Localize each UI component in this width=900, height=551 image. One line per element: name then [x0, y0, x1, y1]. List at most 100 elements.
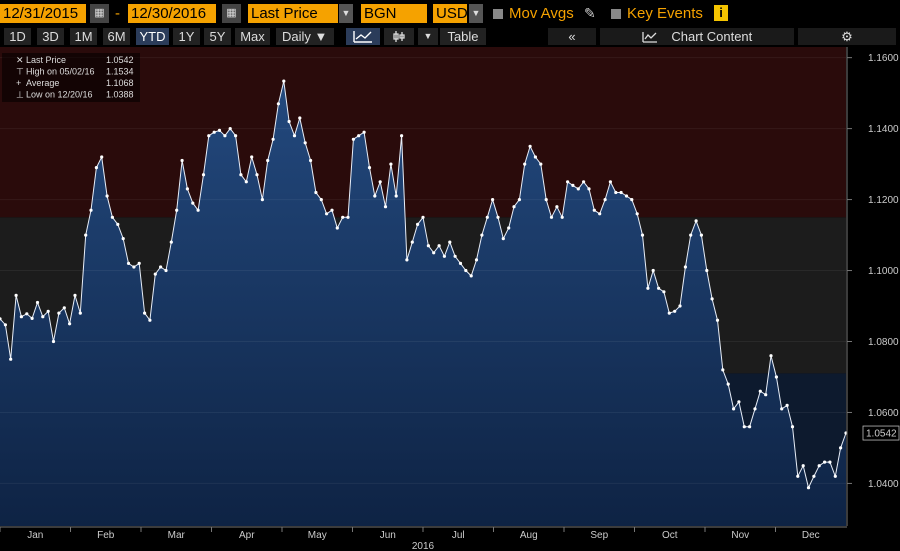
key-events-label[interactable]: Key Events: [627, 5, 703, 22]
data-point: [598, 212, 602, 216]
data-point: [426, 244, 430, 248]
collapse-double-chevron-icon[interactable]: «: [548, 28, 596, 45]
range-1d-button[interactable]: 1D: [4, 28, 31, 45]
settings-gear-icon[interactable]: ⚙: [798, 28, 896, 45]
data-point: [100, 155, 104, 159]
last-price-box: [862, 425, 900, 441]
data-point: [137, 261, 141, 265]
data-point: [705, 268, 709, 273]
data-point: [790, 425, 795, 429]
x-tick-label: Sep: [590, 530, 608, 541]
data-point: [362, 130, 366, 134]
data-point: [640, 233, 645, 237]
data-point: [19, 315, 23, 319]
data-point: [185, 187, 189, 191]
data-point: [603, 198, 607, 202]
data-point: [667, 311, 671, 315]
x-tick-label: Apr: [239, 530, 255, 541]
data-point: [485, 215, 489, 219]
frequency-select[interactable]: Daily ▼: [276, 28, 334, 45]
data-point: [721, 368, 725, 372]
data-point: [175, 208, 179, 212]
candlestick-icon[interactable]: [384, 28, 414, 45]
mov-avgs-label[interactable]: Mov Avgs: [509, 5, 574, 22]
end-date-field[interactable]: 12/30/2016: [128, 4, 216, 23]
key-events-checkbox[interactable]: [611, 9, 621, 19]
start-calendar-icon[interactable]: ▦: [90, 4, 109, 23]
date-separator: -: [115, 5, 120, 22]
chart-content-button[interactable]: Chart Content: [600, 28, 794, 45]
data-point: [383, 205, 388, 209]
field-dropdown-arrow-icon[interactable]: ▼: [339, 4, 353, 23]
price-chart[interactable]: 1.1600 1.1400 1.1200 1.1000 1.0800 1.0600 1.04…: [0, 47, 900, 551]
data-point: [683, 265, 688, 269]
data-point: [57, 311, 61, 315]
data-point: [217, 128, 222, 132]
data-point: [496, 215, 500, 219]
start-date-field[interactable]: 12/31/2015: [0, 4, 86, 23]
data-point: [491, 198, 495, 202]
data-point: [458, 261, 463, 265]
currency-field[interactable]: USD: [433, 4, 467, 23]
data-point: [266, 158, 270, 163]
legend-value: 1.0388: [106, 90, 134, 100]
x-year-label: 2016: [412, 541, 435, 551]
range-ytd-button[interactable]: YTD: [136, 28, 169, 45]
pencil-icon[interactable]: ✎: [584, 5, 596, 21]
line-chart-icon[interactable]: [346, 28, 380, 45]
data-point: [228, 127, 232, 131]
data-point: [309, 158, 313, 163]
data-point: [614, 190, 618, 195]
currency-dropdown-arrow-icon[interactable]: ▼: [469, 4, 483, 23]
data-point: [619, 190, 623, 195]
y-tick-label: 1.0800: [868, 337, 899, 348]
price-area-fill: [0, 81, 846, 526]
data-point: [169, 240, 173, 244]
data-point: [764, 393, 768, 397]
data-point: [635, 212, 639, 216]
data-point: [389, 162, 393, 166]
data-point: [180, 158, 184, 163]
data-point: [780, 407, 784, 411]
range-5y-button[interactable]: 5Y: [204, 28, 231, 45]
data-point: [657, 286, 661, 290]
data-point: [94, 166, 98, 170]
x-tick-label: Jul: [452, 530, 465, 541]
table-button[interactable]: Table: [440, 28, 486, 45]
data-point: [234, 134, 238, 138]
data-point: [271, 137, 275, 141]
range-1m-button[interactable]: 1M: [70, 28, 97, 45]
data-point: [474, 258, 479, 262]
x-tick-label: May: [308, 530, 327, 541]
info-icon[interactable]: i: [714, 5, 728, 21]
end-calendar-icon[interactable]: ▦: [222, 4, 241, 23]
data-point: [89, 208, 93, 212]
legend-marker-icon: ⊥: [16, 90, 24, 100]
data-point: [46, 309, 50, 313]
range-1y-button[interactable]: 1Y: [173, 28, 200, 45]
x-tick-label: Oct: [662, 530, 678, 541]
legend-label: High on 05/02/16: [26, 67, 95, 77]
data-point: [14, 293, 18, 297]
data-point: [153, 272, 157, 276]
data-point: [405, 258, 409, 262]
data-point: [9, 357, 13, 361]
data-point: [287, 119, 291, 124]
data-point: [453, 254, 457, 258]
range-6m-button[interactable]: 6M: [103, 28, 130, 45]
data-point: [250, 155, 254, 159]
chart-type-dropdown-icon[interactable]: ▼: [418, 28, 438, 45]
range-3d-button[interactable]: 3D: [37, 28, 64, 45]
data-point: [110, 215, 114, 219]
field-select[interactable]: Last Price: [248, 4, 338, 23]
data-point: [769, 354, 773, 358]
data-point: [282, 79, 286, 83]
data-point: [3, 323, 7, 327]
x-tick-label: Feb: [97, 530, 115, 541]
data-point: [566, 180, 570, 184]
source-field[interactable]: BGN: [361, 4, 427, 23]
range-max-button[interactable]: Max: [235, 28, 270, 45]
data-point: [549, 215, 554, 219]
mov-avgs-checkbox[interactable]: [493, 9, 503, 19]
data-point: [84, 233, 88, 237]
